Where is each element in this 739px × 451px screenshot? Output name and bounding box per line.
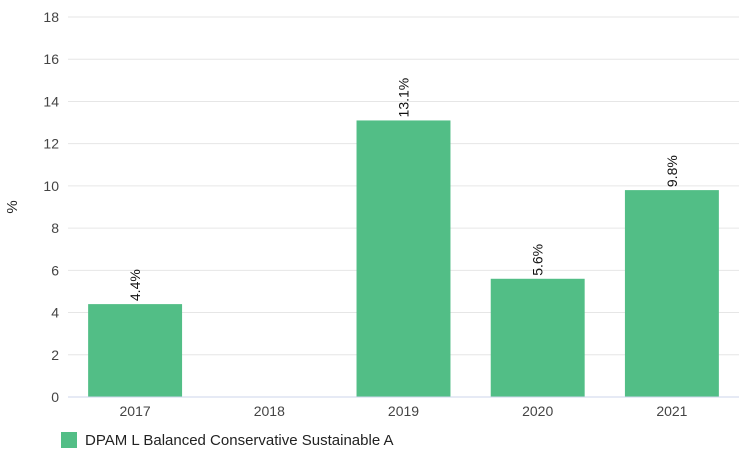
- y-tick-label: 0: [51, 389, 59, 405]
- y-tick-label: 2: [51, 347, 59, 363]
- data-label-2021: 9.8%: [664, 155, 680, 187]
- y-tick-label: 8: [51, 220, 59, 236]
- data-label-2019: 13.1%: [396, 78, 412, 118]
- bar-2021[interactable]: [624, 190, 719, 397]
- x-tick-label-2020: 2020: [522, 403, 553, 419]
- bars: [88, 120, 719, 397]
- y-tick-label: 4: [51, 305, 59, 321]
- x-tick-label-2019: 2019: [388, 403, 419, 419]
- data-labels: 4.4% 13.1% 5.6% 9.8%: [127, 78, 680, 301]
- y-tick-label: 16: [43, 51, 59, 67]
- y-tick-label: 10: [43, 178, 59, 194]
- y-tick-label: 6: [51, 262, 59, 278]
- x-axis-ticks: 2017 2018 2019 2020 2021: [120, 403, 688, 419]
- x-tick-label-2021: 2021: [656, 403, 687, 419]
- legend-swatch: [61, 432, 77, 448]
- bar-2019[interactable]: [356, 120, 451, 397]
- bar-chart: 0 2 4 6 8 10 12 14 16 18 % 2017 2018 2019 2020 2021 4…: [4, 9, 739, 419]
- x-tick-label-2018: 2018: [254, 403, 285, 419]
- data-label-2017: 4.4%: [127, 269, 143, 301]
- y-tick-label: 18: [43, 9, 59, 25]
- y-tick-label: 12: [43, 136, 59, 152]
- legend-label: DPAM L Balanced Conservative Sustainable…: [85, 431, 394, 449]
- y-axis-ticks: 0 2 4 6 8 10 12 14 16 18: [43, 9, 59, 405]
- data-label-2020: 5.6%: [530, 244, 546, 276]
- legend[interactable]: DPAM L Balanced Conservative Sustainable…: [61, 430, 394, 450]
- x-tick-label-2017: 2017: [120, 403, 151, 419]
- y-tick-label: 14: [43, 93, 59, 109]
- bar-2020[interactable]: [490, 278, 585, 397]
- bar-2017[interactable]: [88, 304, 183, 397]
- y-axis-title: %: [4, 200, 21, 213]
